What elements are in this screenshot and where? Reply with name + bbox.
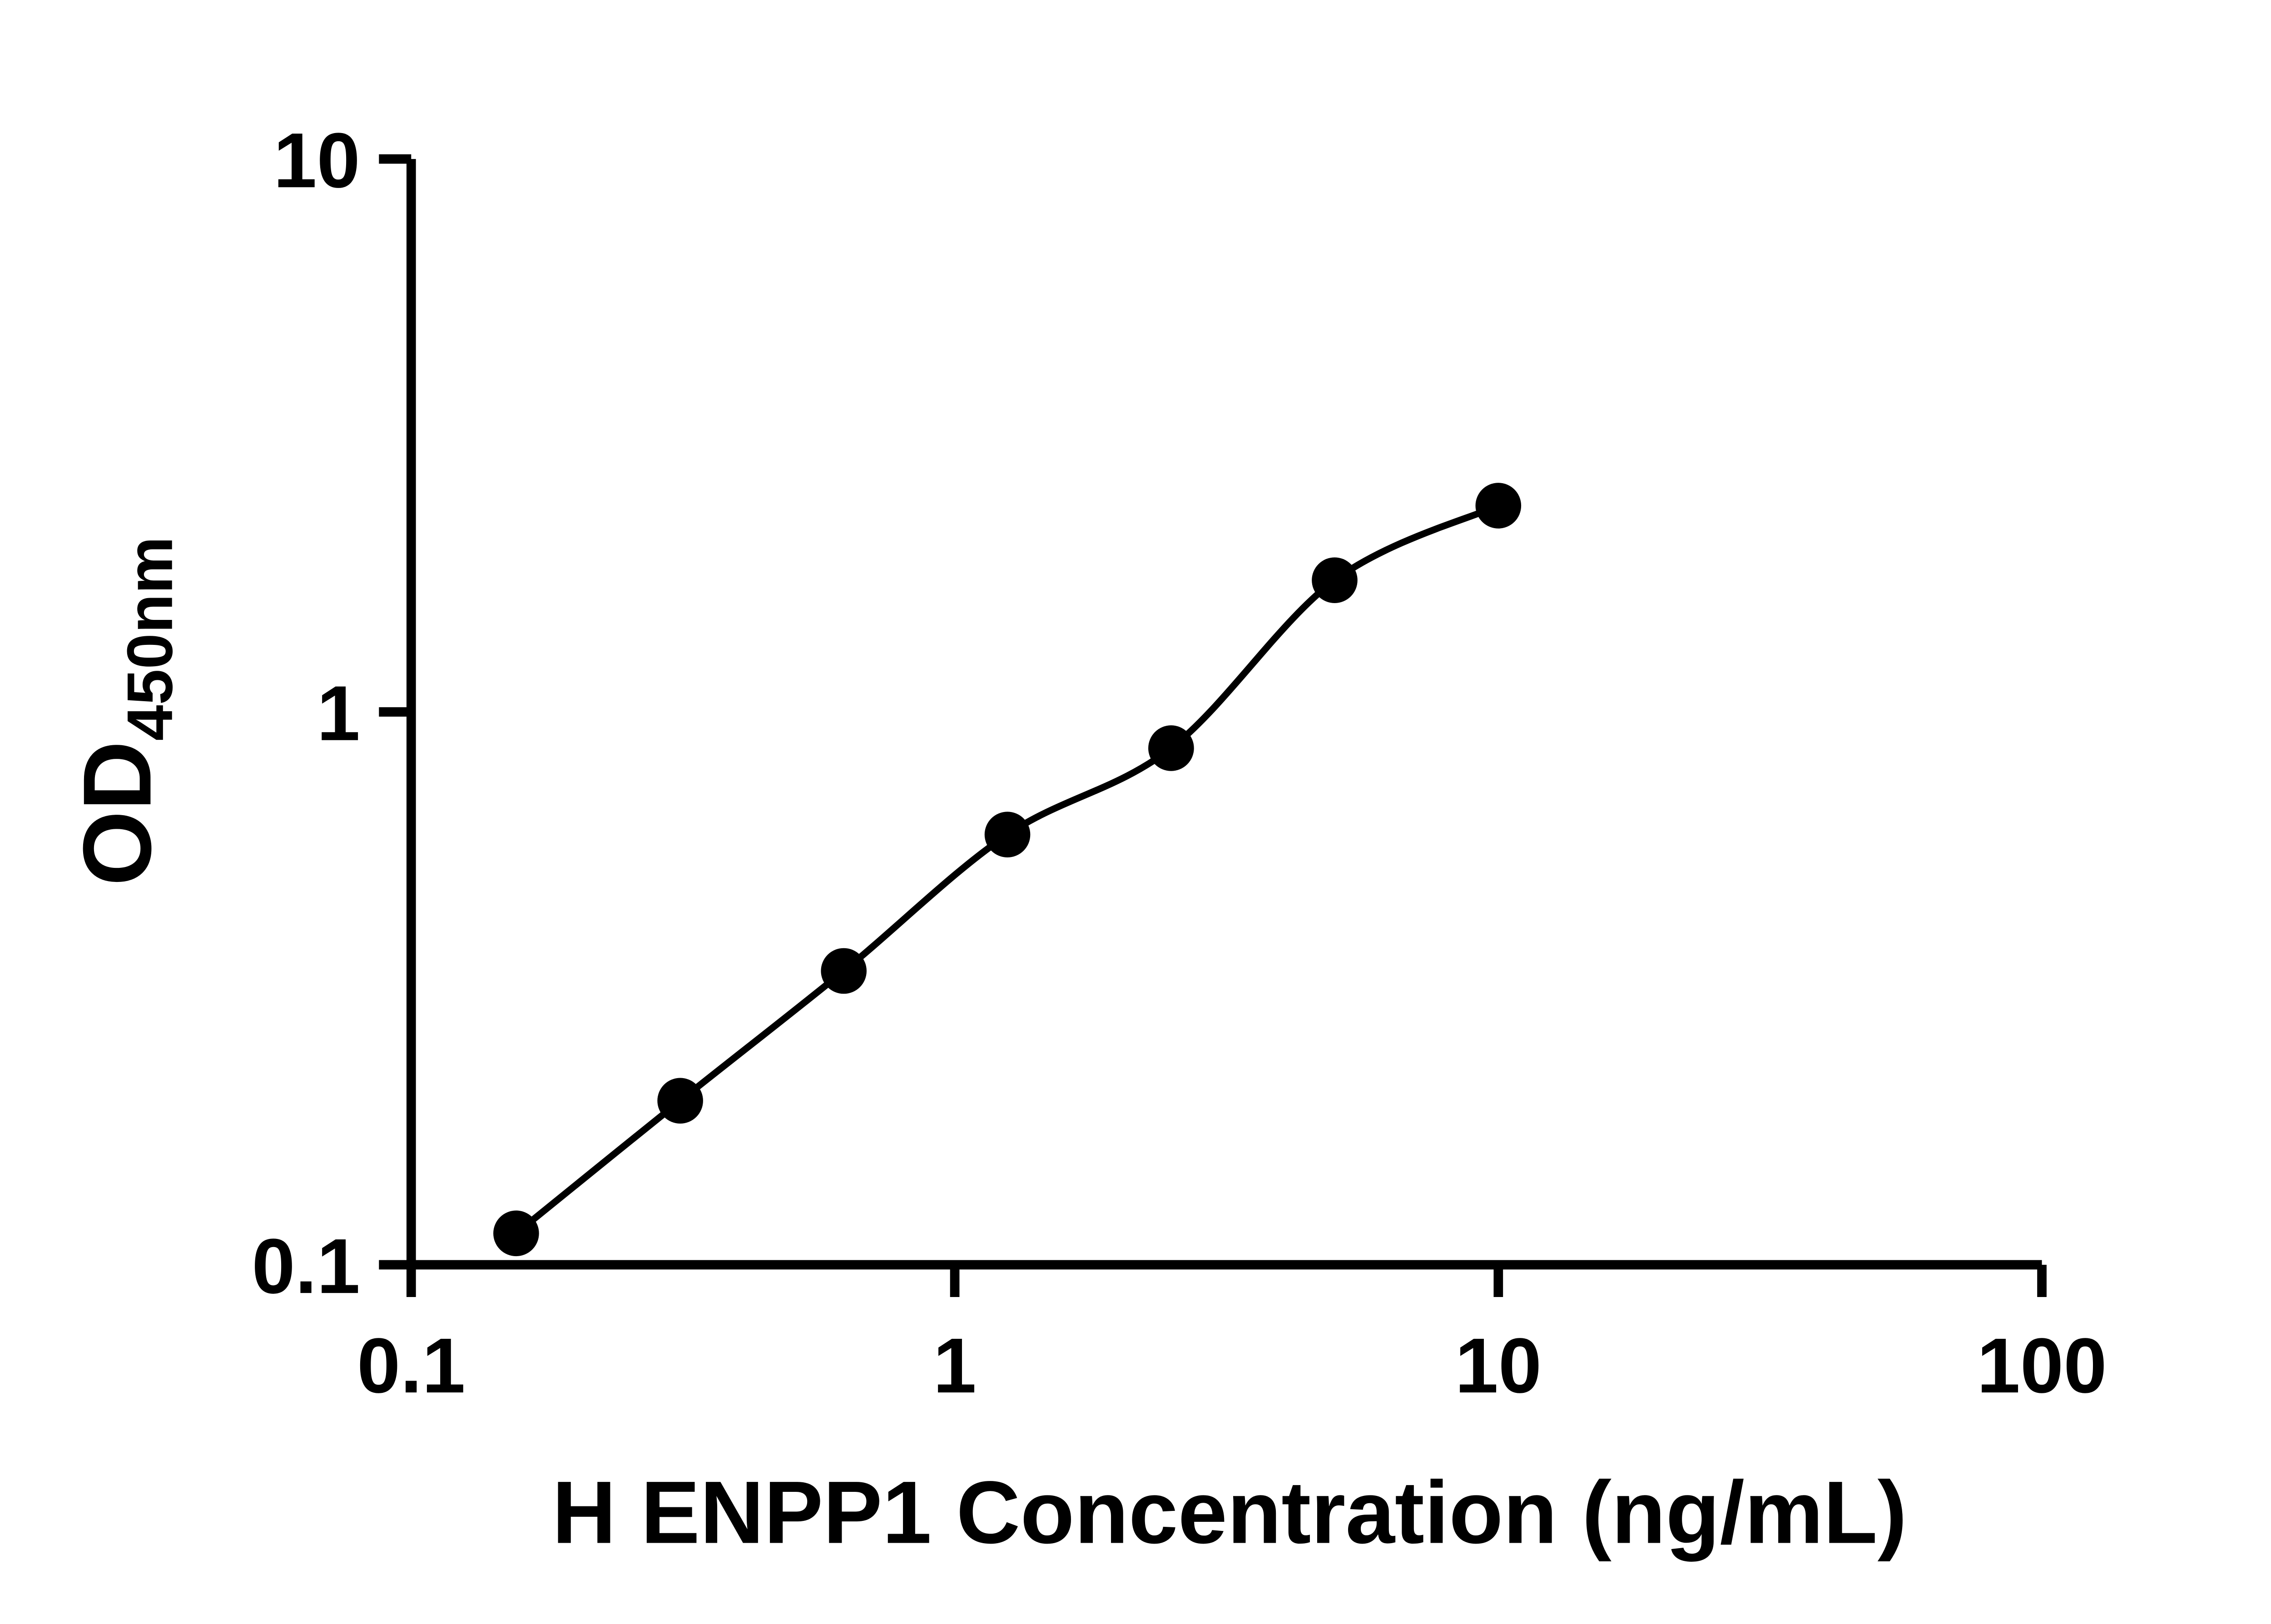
x-tick-label: 100 (1977, 1322, 2107, 1409)
data-point (493, 1210, 539, 1257)
data-point (821, 948, 867, 994)
y-axis-title: OD450nm (63, 536, 186, 886)
x-tick-label: 1 (933, 1322, 976, 1409)
x-tick-label: 10 (1455, 1322, 1542, 1409)
y-axis-title-subscript: 450nm (114, 536, 186, 741)
data-point (1475, 483, 1522, 529)
data-point (1312, 557, 1358, 603)
y-tick-label: 10 (273, 117, 360, 204)
y-tick-label: 0.1 (252, 1223, 360, 1310)
data-point (1148, 725, 1194, 771)
y-axis-title-main: OD (63, 741, 171, 886)
data-point (984, 812, 1031, 857)
data-point (657, 1078, 703, 1124)
fit-curve (514, 502, 1500, 1236)
x-tick-label: 0.1 (357, 1322, 466, 1409)
x-axis-title: H ENPP1 Concentration (ng/mL) (552, 1463, 1907, 1562)
y-tick-label: 1 (317, 670, 360, 757)
